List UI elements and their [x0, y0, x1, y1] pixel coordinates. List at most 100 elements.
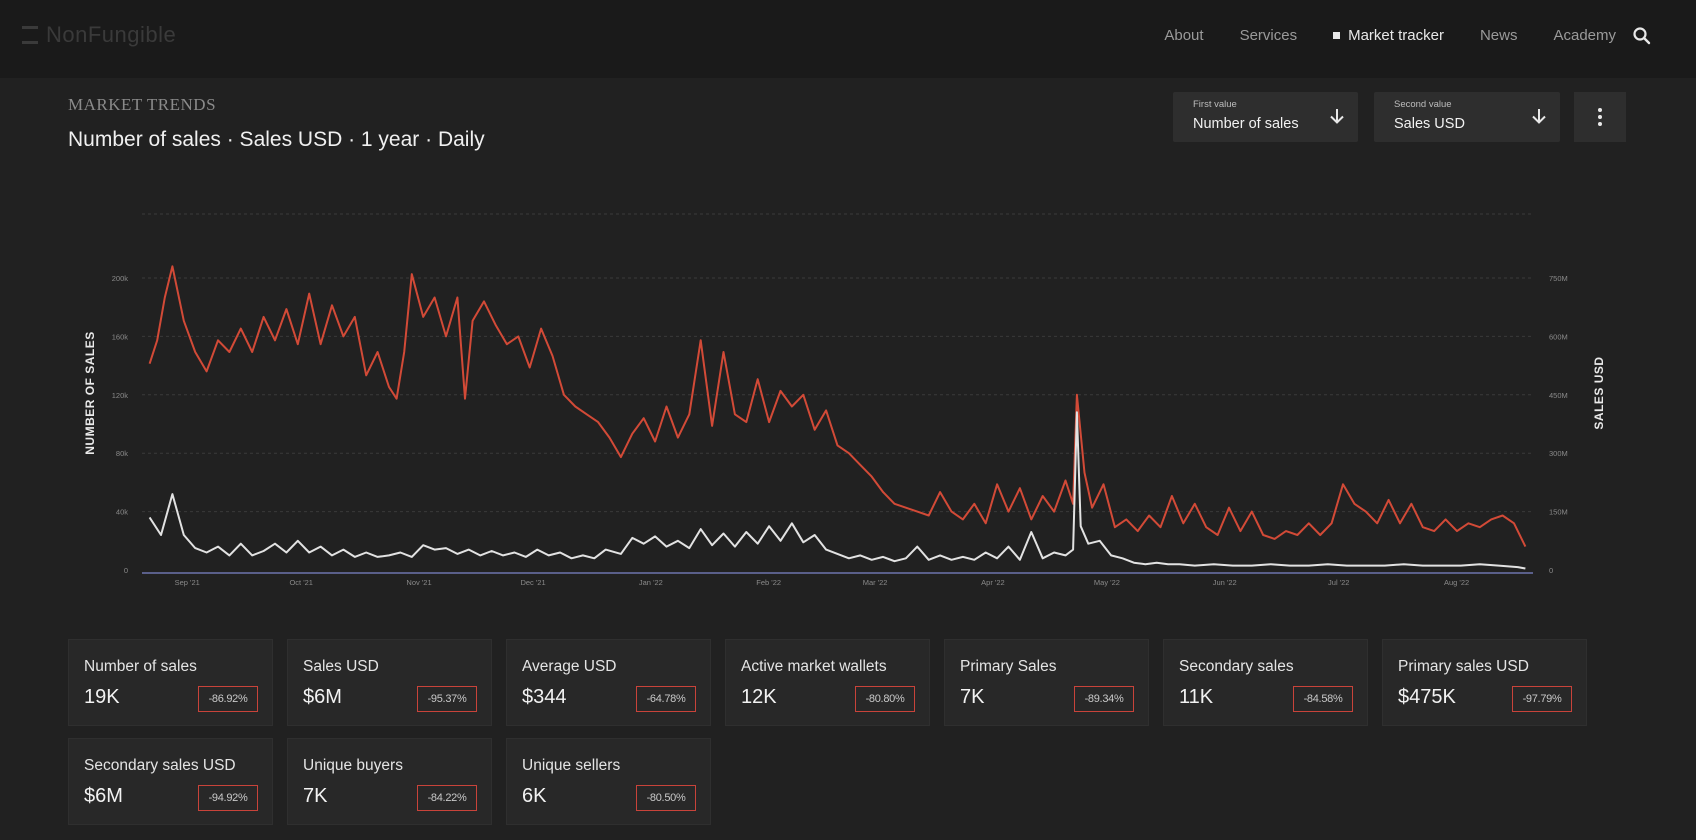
metric-label: Active market wallets [741, 658, 887, 675]
metric-value: $344 [522, 686, 567, 708]
main-nav: About Services Market tracker News Acade… [1164, 27, 1616, 44]
logo-mark-icon [22, 26, 38, 44]
section-label: MARKET TRENDS [68, 95, 217, 114]
left-axis-tick-label: 0 [124, 566, 128, 575]
right-axis-tick-label: 450M [1549, 391, 1568, 400]
nav-academy-label: Academy [1553, 27, 1616, 44]
nav-about-label: About [1164, 27, 1204, 44]
nav-about[interactable]: About [1164, 27, 1203, 44]
left-axis-tick-label: 120k [112, 391, 129, 400]
metric-change-badge: -84.22% [417, 785, 477, 811]
page-title: Number of sales · Sales USD · 1 year · D… [68, 128, 485, 151]
x-axis-tick-label: Jun '22 [1213, 578, 1237, 587]
x-axis-tick-label: Dec '21 [520, 578, 545, 587]
x-axis-ticks: Sep '21 Oct '21 Nov '21 Dec '21 Jan '22 Feb '… [175, 578, 1470, 587]
left-axis-tick-label: 80k [116, 449, 128, 458]
metric-card: Average USD $344 -64.78% [506, 639, 711, 726]
x-axis-tick-label: Jan '22 [639, 578, 663, 587]
metric-value: 7K [303, 785, 328, 807]
metric-card: Unique buyers 7K -84.22% [287, 738, 492, 825]
second-value-caption: Second value [1394, 99, 1452, 110]
x-axis-tick-label: Aug '22 [1444, 578, 1469, 587]
metric-change-badge: -84.58% [1293, 686, 1353, 712]
metric-label: Sales USD [303, 658, 379, 675]
metric-card: Unique sellers 6K -80.50% [506, 738, 711, 825]
x-axis-tick-label: Oct '21 [289, 578, 313, 587]
nonfungible-logo[interactable]: NonFungible [22, 22, 176, 48]
chart-series [148, 265, 1527, 570]
nav-academy[interactable]: Academy [1553, 27, 1616, 44]
left-axis-title: NUMBER OF SALES [83, 331, 97, 455]
logo-text: NonFungible [46, 22, 177, 47]
right-axis-tick-label: 600M [1549, 332, 1568, 341]
metric-card: Primary Sales 7K -89.34% [944, 639, 1149, 726]
x-axis-tick-label: Apr '22 [981, 578, 1005, 587]
nav-market-tracker-label: Market tracker [1348, 27, 1444, 44]
first-value-select[interactable]: First value Number of sales [1173, 92, 1358, 142]
metric-label: Unique sellers [522, 757, 621, 774]
metric-label: Number of sales [84, 658, 197, 675]
metric-value: 19K [84, 686, 120, 708]
metric-value: $475K [1398, 686, 1456, 708]
metric-card: Secondary sales 11K -84.58% [1163, 639, 1368, 726]
x-axis-tick-label: Nov '21 [406, 578, 431, 587]
right-axis-tick-label: 300M [1549, 449, 1568, 458]
metric-value: 7K [960, 686, 985, 708]
metric-change-badge: -64.78% [636, 686, 696, 712]
active-indicator-icon [1333, 32, 1341, 39]
metric-card: Active market wallets 12K -80.80% [725, 639, 930, 726]
metric-card: Number of sales 19K -86.92% [68, 639, 273, 726]
metric-value: 11K [1179, 686, 1214, 708]
right-axis-title: SALES USD [1592, 356, 1606, 429]
metric-label: Primary Sales [960, 658, 1057, 675]
nav-news-label: News [1479, 27, 1518, 44]
number-of-sales-series-line [148, 411, 1526, 570]
left-axis-tick-label: 200k [112, 274, 129, 283]
metric-label: Primary sales USD [1398, 658, 1529, 675]
metric-label: Average USD [522, 658, 617, 675]
nav-news[interactable]: News [1480, 27, 1518, 44]
second-value-selected: Sales USD [1394, 116, 1465, 132]
search-icon[interactable] [1632, 26, 1652, 46]
metric-value: 6K [522, 785, 547, 807]
right-axis-tick-label: 750M [1549, 274, 1568, 283]
chart-grid [142, 213, 1533, 574]
metric-value: 12K [741, 686, 777, 708]
right-axis-tick-label: 150M [1549, 508, 1568, 517]
metric-change-badge: -80.80% [855, 686, 915, 712]
metric-change-badge: -89.34% [1074, 686, 1134, 712]
right-axis-tick-label: 0 [1549, 566, 1553, 575]
left-axis-tick-label: 160k [112, 332, 129, 341]
metric-value: $6M [303, 686, 342, 708]
metric-label: Unique buyers [303, 757, 403, 774]
x-axis-tick-label: May '22 [1094, 578, 1120, 587]
metric-label: Secondary sales USD [84, 757, 236, 774]
metric-change-badge: -86.92% [198, 686, 258, 712]
metric-card: Sales USD $6M -95.37% [287, 639, 492, 726]
first-value-selected: Number of sales [1193, 116, 1299, 132]
metric-change-badge: -80.50% [636, 785, 696, 811]
metric-label: Secondary sales [1179, 658, 1294, 675]
nav-services-label: Services [1239, 27, 1298, 44]
nav-market-tracker[interactable]: Market tracker [1333, 27, 1444, 44]
metric-change-badge: -97.79% [1512, 686, 1572, 712]
left-axis-tick-label: 40k [116, 508, 128, 517]
metric-card: Primary sales USD $475K -97.79% [1382, 639, 1587, 726]
top-navigation-bar: NonFungible About Services Market tracke… [0, 0, 1696, 78]
nav-services[interactable]: Services [1240, 27, 1298, 44]
metric-change-badge: -94.92% [198, 785, 258, 811]
first-value-caption: First value [1193, 99, 1237, 110]
left-axis-ticks: 0 40k 80k 120k 160k 200k [112, 274, 129, 575]
second-value-select[interactable]: Second value Sales USD [1374, 92, 1560, 142]
metric-value: $6M [84, 785, 123, 807]
x-axis-tick-label: Sep '21 [175, 578, 200, 587]
sales-usd-series-line [148, 265, 1527, 548]
x-axis-tick-label: Mar '22 [863, 578, 888, 587]
right-axis-ticks: 0 150M 300M 450M 600M 750M [1549, 274, 1568, 575]
x-axis-tick-label: Jul '22 [1328, 578, 1349, 587]
more-options-button[interactable] [1574, 92, 1626, 142]
x-axis-tick-label: Feb '22 [756, 578, 781, 587]
arrow-down-icon [1532, 109, 1546, 124]
market-trends-chart: 0 40k 80k 120k 160k 200k 0 150M 300M 450M 600M 750… [83, 213, 1606, 587]
arrow-down-icon [1330, 109, 1344, 124]
